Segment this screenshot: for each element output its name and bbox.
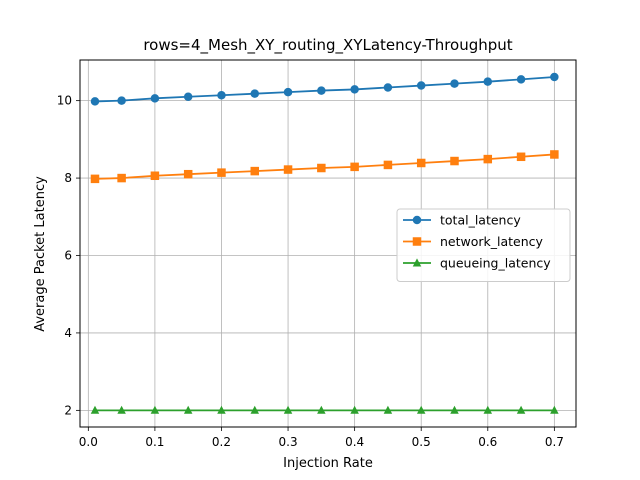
data-point (90, 97, 100, 106)
data-point (117, 405, 126, 414)
axes: 0.0 0.1 0.2 0.3 0.4 0.5 0.6 0.7 2 4 6 8 10 (57, 94, 564, 449)
legend-item: total_latency (403, 213, 521, 228)
series-queueing-latency (90, 405, 559, 414)
data-point (550, 72, 559, 82)
data-point (483, 405, 493, 414)
data-point (450, 405, 459, 414)
y-tick-label: 6 (64, 249, 72, 263)
data-point (317, 163, 326, 173)
legend: total_latency network_latency queueing_lat… (396, 208, 571, 282)
y-tick-label: 10 (57, 94, 72, 108)
data-point (550, 150, 559, 159)
x-axis-label: Injection Rate (283, 456, 373, 471)
data-point (383, 405, 393, 414)
series-total-latency (90, 72, 559, 106)
data-point (283, 87, 293, 97)
data-point (283, 165, 293, 174)
legend-marker (412, 237, 422, 246)
x-tick-label: 0.0 (79, 435, 98, 449)
data-point (217, 168, 226, 177)
data-point (283, 405, 293, 414)
data-point (217, 90, 226, 100)
x-tick-label: 0.5 (412, 435, 431, 449)
data-point (150, 94, 160, 103)
x-tick-label: 0.1 (145, 435, 164, 449)
y-tick-label: 8 (64, 171, 72, 185)
x-tick-label: 0.4 (345, 435, 364, 449)
data-point (183, 405, 193, 414)
data-point (250, 166, 260, 176)
x-tick-label: 0.7 (545, 435, 564, 449)
series-group (90, 72, 559, 414)
legend-label: network_latency (440, 234, 544, 249)
data-point (183, 169, 193, 179)
plot-area-frame (79, 59, 577, 428)
series-network-latency (90, 150, 559, 184)
data-point (250, 405, 260, 414)
data-point (383, 160, 393, 170)
legend-item: queueing_latency (403, 256, 551, 271)
data-point (350, 405, 359, 414)
legend-marker (412, 258, 422, 267)
data-point (150, 171, 160, 181)
x-tick-label: 0.2 (212, 435, 231, 449)
data-point (516, 405, 526, 414)
data-point (183, 92, 193, 102)
x-tick-label: 0.3 (279, 435, 298, 449)
legend-label: queueing_latency (440, 256, 551, 271)
data-point (416, 81, 426, 90)
data-point (483, 154, 493, 164)
data-point (217, 405, 226, 414)
data-point (350, 85, 359, 94)
legend-marker (412, 215, 422, 225)
data-point (317, 86, 326, 95)
y-tick-label: 2 (64, 403, 72, 417)
data-point (416, 158, 426, 168)
data-point (550, 405, 559, 414)
data-point (483, 77, 493, 86)
data-point (450, 156, 459, 166)
data-point (350, 162, 359, 172)
data-point (516, 152, 526, 162)
data-point (416, 405, 426, 414)
legend-box (396, 208, 571, 282)
data-point (383, 83, 393, 92)
legend-item: network_latency (403, 234, 544, 249)
data-point (516, 75, 526, 84)
legend-label: total_latency (440, 213, 521, 228)
x-tick-label: 0.6 (478, 435, 497, 449)
y-axis-label: Average Packet Latency (33, 176, 48, 332)
data-point (90, 174, 100, 184)
data-point (250, 89, 260, 98)
data-point (117, 96, 126, 105)
chart-title: rows=4_Mesh_XY_routing_XYLatency-Through… (143, 36, 512, 55)
data-point (150, 405, 160, 414)
data-point (450, 79, 459, 88)
data-point (117, 173, 126, 183)
y-tick-label: 4 (64, 326, 72, 340)
data-point (90, 405, 100, 414)
data-point (317, 405, 326, 414)
